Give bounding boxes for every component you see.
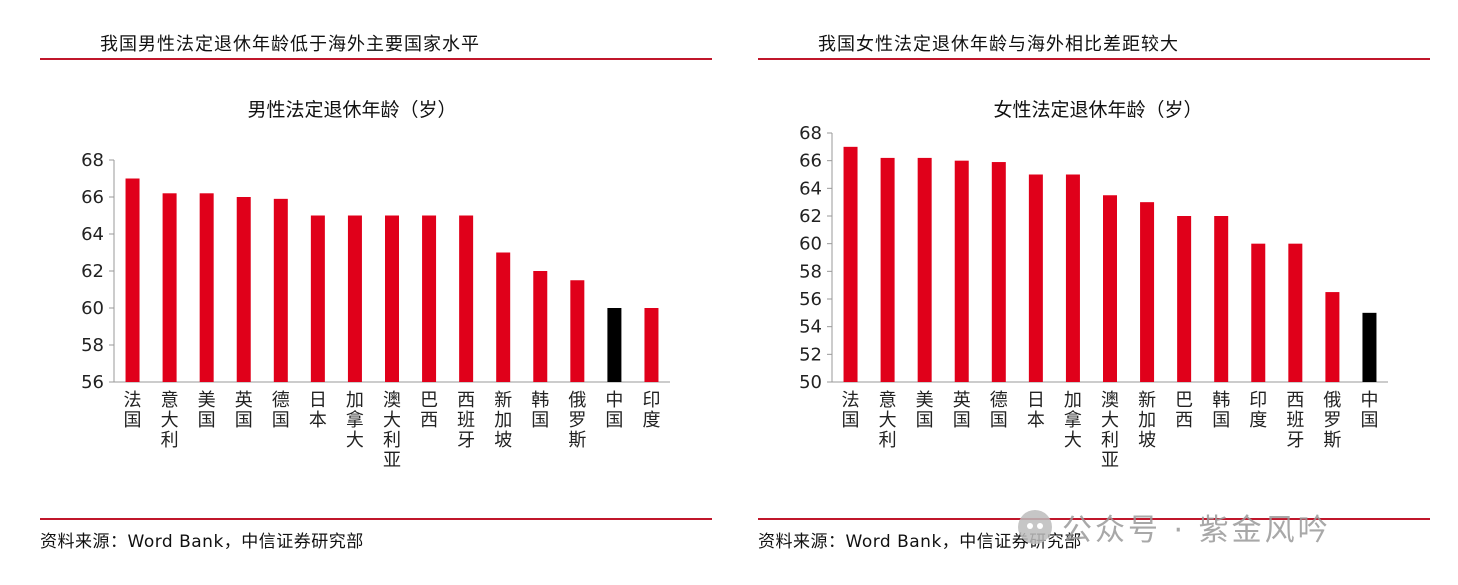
chart-title: 女性法定退休年龄（岁） <box>993 99 1202 121</box>
y-tick-label: 62 <box>81 261 104 282</box>
category-label: 巴西 <box>420 390 438 431</box>
y-tick-label: 66 <box>81 187 104 208</box>
bar <box>1325 292 1340 382</box>
bar <box>236 197 251 382</box>
y-tick-label: 58 <box>799 261 822 282</box>
female-retirement-chart: 女性法定退休年龄（岁） 50 52 54 56 58 60 62 64 66 68 法国 意大利 美国英国… <box>799 99 1388 471</box>
bar <box>1140 202 1155 382</box>
category-label: 加拿大 <box>346 390 364 451</box>
category-label: 西班牙 <box>1286 390 1304 451</box>
bar <box>644 308 659 382</box>
category-label: 新加坡 <box>1138 390 1156 451</box>
category-label: 德国 <box>990 390 1008 431</box>
bar <box>607 308 622 382</box>
bar <box>422 215 437 382</box>
y-tick-label: 52 <box>799 344 822 365</box>
category-label: 巴西 <box>1175 390 1193 431</box>
bar <box>1065 174 1080 382</box>
y-tick-label: 56 <box>799 289 822 310</box>
y-tick-label: 68 <box>799 123 822 144</box>
left-source-note: 资料来源：Word Bank，中信证券研究部 <box>40 532 364 552</box>
y-tick-label: 56 <box>81 372 104 393</box>
left-bottom-rule <box>40 518 712 520</box>
bar <box>496 252 511 382</box>
category-label: 中国 <box>605 390 623 431</box>
bar <box>199 193 214 382</box>
y-tick-label: 64 <box>81 224 104 245</box>
bar <box>1103 195 1117 382</box>
category-label: 美国 <box>198 390 216 431</box>
y-tick-label: 66 <box>799 151 822 172</box>
bar <box>954 160 969 382</box>
y-tick-label: 54 <box>799 317 822 338</box>
bar <box>1177 216 1192 382</box>
category-label: 英国 <box>953 390 971 431</box>
watermark: 公众号 · 紫金风吟 <box>1018 505 1331 549</box>
bar <box>1251 243 1266 382</box>
y-tick-label: 58 <box>81 335 104 356</box>
bar <box>917 157 932 382</box>
category-label: 德国 <box>272 390 290 431</box>
category-label: 印度 <box>642 390 660 431</box>
y-tick-label: 64 <box>799 178 822 199</box>
bar <box>125 178 140 382</box>
bar <box>162 193 177 382</box>
category-label: 新加坡 <box>494 390 512 451</box>
category-label: 英国 <box>235 390 253 431</box>
left-panel: 我国男性法定退休年龄低于海外主要国家水平 男性法定退休年龄（岁） 56 58 60 62… <box>40 0 720 585</box>
bar <box>1288 243 1303 382</box>
bar <box>1214 216 1229 382</box>
category-label: 中国 <box>1360 390 1378 431</box>
bar <box>273 198 288 382</box>
y-tick-label: 62 <box>799 206 822 227</box>
bar <box>843 146 858 382</box>
category-label: 日本 <box>309 390 327 431</box>
male-retirement-chart: 男性法定退休年龄（岁） 56 58 60 62 64 66 68 法国 意大利 美国英国德国日本加拿… <box>81 99 670 471</box>
category-label: 美国 <box>916 390 934 431</box>
category-label: 法国 <box>842 390 860 431</box>
category-label: 意大利 <box>161 390 179 451</box>
right-source-note: 资料来源：Word Bank，中信证券研究部 <box>758 532 1082 552</box>
bar <box>347 215 362 382</box>
category-label: 俄罗斯 <box>1323 390 1341 451</box>
y-tick-label: 50 <box>799 372 822 393</box>
right-bottom-rule <box>758 518 1430 520</box>
bar <box>533 271 548 382</box>
category-label: 意大利 <box>879 390 897 451</box>
right-panel-header: 我国女性法定退休年龄与海外相比差距较大 <box>818 34 1179 55</box>
y-tick-label: 60 <box>799 234 822 255</box>
category-label: 俄罗斯 <box>568 390 586 451</box>
category-label: 韩国 <box>531 390 549 431</box>
category-label: 日本 <box>1027 390 1045 431</box>
bar <box>459 215 474 382</box>
right-panel: 我国女性法定退休年龄与海外相比差距较大 女性法定退休年龄（岁） 50 52 54 56 5… <box>758 0 1438 585</box>
chart-title: 男性法定退休年龄（岁） <box>247 99 456 121</box>
y-tick-label: 68 <box>81 150 104 171</box>
bar <box>1362 312 1377 382</box>
wechat-icon <box>1018 510 1052 544</box>
y-tick-label: 60 <box>81 298 104 319</box>
category-label: 印度 <box>1249 390 1267 431</box>
bar <box>570 280 585 382</box>
category-label: 澳大利亚 <box>383 390 401 471</box>
bar <box>1028 174 1043 382</box>
category-label: 法国 <box>124 390 142 431</box>
right-top-rule <box>758 58 1430 60</box>
left-top-rule <box>40 58 712 60</box>
bar <box>880 157 895 382</box>
bar <box>991 162 1006 382</box>
category-label: 韩国 <box>1212 390 1230 431</box>
category-label: 澳大利亚 <box>1101 390 1119 471</box>
left-panel-header: 我国男性法定退休年龄低于海外主要国家水平 <box>100 34 480 55</box>
category-label: 加拿大 <box>1064 390 1082 451</box>
bar <box>385 215 399 382</box>
category-label: 西班牙 <box>457 390 475 451</box>
bar <box>310 215 325 382</box>
watermark-text: 公众号 · 紫金风吟 <box>1062 513 1331 548</box>
